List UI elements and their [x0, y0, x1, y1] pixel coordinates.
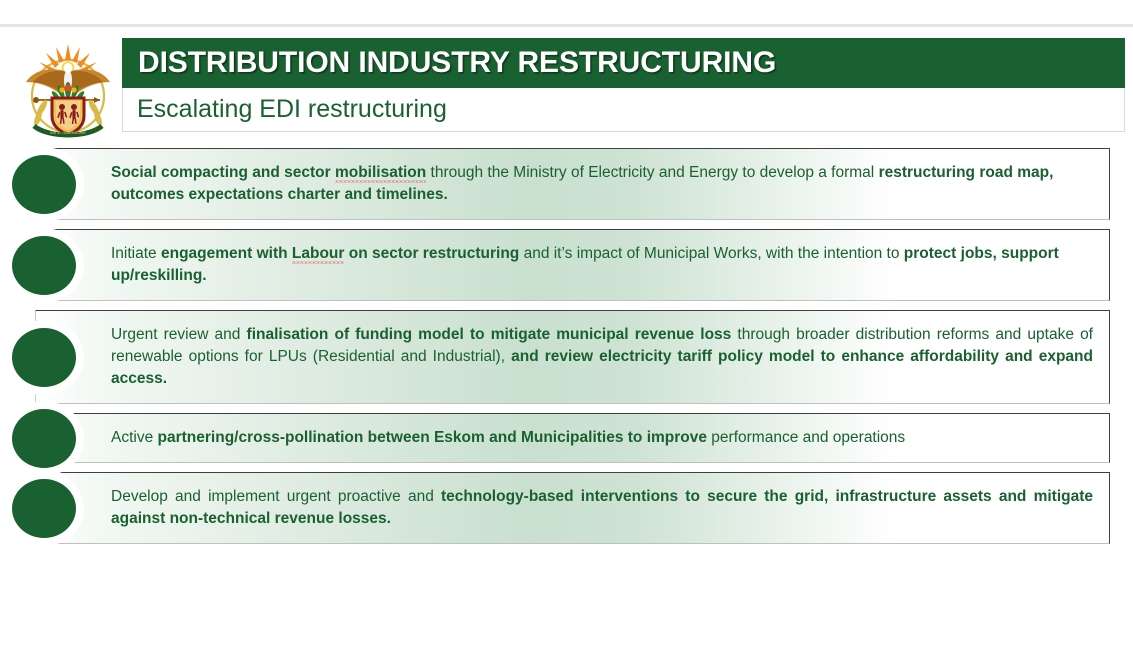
text-run: engagement with [160, 245, 292, 262]
page-title: DISTRIBUTION INDUSTRY RESTRUCTURING [138, 46, 777, 79]
green-ellipse-bullet-icon [12, 236, 76, 295]
bullet-row: Urgent review and finalisation of fundin… [0, 310, 1133, 404]
green-ellipse-bullet-icon [12, 479, 76, 538]
text-run: and it’s impact of Municipal Works, with… [519, 245, 904, 262]
bullet-box: Urgent review and finalisation of fundin… [35, 310, 1110, 404]
text-run: through the Ministry of Electricity and … [426, 164, 879, 181]
text-run: through broader distribution reforms and… [111, 326, 1093, 365]
page-subtitle: Escalating EDI restructuring [137, 95, 447, 123]
bullet-row: Social compacting and sector mobilisatio… [0, 148, 1133, 220]
bullet-box: Initiate engagement with Labour on secto… [35, 229, 1110, 301]
svg-text:!KE E: /XARRA //KE: !KE E: /XARRA //KE [50, 130, 86, 135]
bullet-text: Urgent review and finalisation of fundin… [36, 311, 1109, 403]
text-run: on sector restructuring [344, 245, 520, 262]
slide-subtitle-bar: Escalating EDI restructuring [122, 88, 1125, 132]
slide-title-bar: DISTRIBUTION INDUSTRY RESTRUCTURING [122, 38, 1125, 88]
bullet-box: Develop and implement urgent proactive a… [35, 472, 1110, 544]
bullet-box: Active partnering/cross-pollination betw… [35, 413, 1110, 463]
green-ellipse-bullet-icon [12, 155, 76, 214]
spellcheck-flagged-word: Labour [291, 245, 345, 262]
bullet-text: Active partnering/cross-pollination betw… [36, 414, 1109, 462]
green-ellipse-bullet-icon [12, 328, 76, 387]
text-run: Active [111, 429, 158, 446]
top-divider-rule [0, 24, 1133, 27]
bullet-list: Social compacting and sector mobilisatio… [0, 148, 1133, 553]
slide-header: !KE E: /XARRA //KE DISTRIBUTION INDUSTRY… [0, 36, 1133, 140]
green-ellipse-bullet-icon [12, 409, 76, 468]
text-run: technology-based interventions to secure… [111, 488, 1093, 527]
text-run: Urgent review and [111, 326, 247, 343]
spellcheck-flagged-word: mobilisation [334, 164, 427, 181]
text-run: restructuring road map, outcomes expecta… [111, 164, 1054, 203]
south-african-coat-of-arms-icon: !KE E: /XARRA //KE [16, 38, 120, 140]
text-run: partnering/cross-pollination between Esk… [157, 429, 707, 446]
bullet-text: Initiate engagement with Labour on secto… [36, 230, 1109, 300]
text-run: performance and operations [707, 429, 906, 446]
text-run: Initiate [111, 245, 161, 262]
bullet-box: Social compacting and sector mobilisatio… [35, 148, 1110, 220]
text-run: finalisation of funding model to mitigat… [246, 326, 732, 343]
bullet-row: Initiate engagement with Labour on secto… [0, 229, 1133, 301]
text-run: protect jobs, support up/reskilling. [111, 245, 1059, 284]
bullet-row: Develop and implement urgent proactive a… [0, 472, 1133, 544]
text-run: Social compacting and sector [111, 164, 335, 181]
text-run: Develop and implement urgent proactive a… [111, 488, 441, 505]
bullet-row: Active partnering/cross-pollination betw… [0, 409, 1133, 468]
bullet-text: Develop and implement urgent proactive a… [36, 473, 1109, 543]
bullet-text: Social compacting and sector mobilisatio… [36, 149, 1109, 219]
text-run: and review electricity tariff policy mod… [111, 348, 1093, 387]
